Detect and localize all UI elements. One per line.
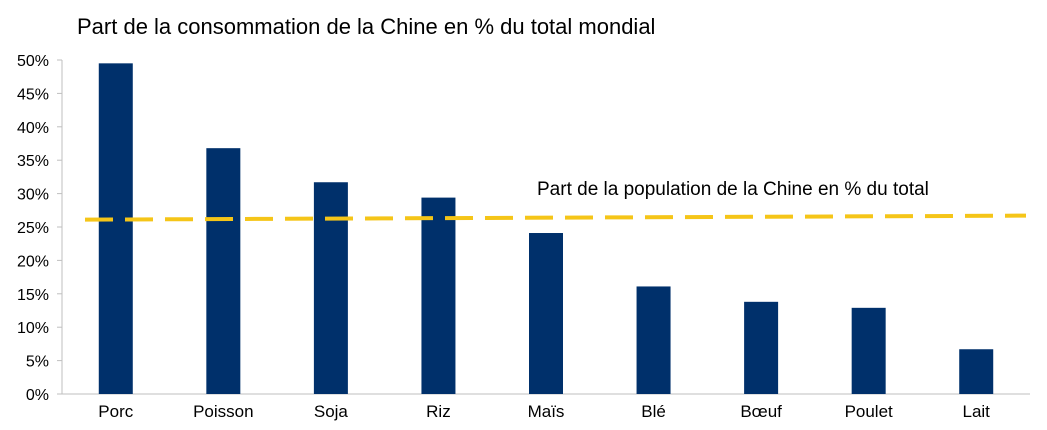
x-tick-label: Porc [98, 402, 133, 421]
y-tick-label: 20% [17, 253, 49, 270]
bar-porc [98, 63, 133, 395]
bar-riz [421, 197, 456, 394]
x-tick-label: Riz [426, 402, 451, 421]
x-tick-label: Poisson [193, 402, 253, 421]
chart-title: Part de la consommation de la Chine en %… [77, 14, 655, 39]
y-tick-label: 40% [17, 120, 49, 137]
x-tick-label: Bœuf [740, 402, 782, 421]
y-tick-label: 50% [17, 53, 49, 70]
reference-line-label: Part de la population de la Chine en % d… [537, 179, 929, 200]
x-tick-label: Blé [641, 402, 666, 421]
y-tick-label: 25% [17, 220, 49, 237]
y-tick-label: 15% [17, 287, 49, 304]
y-tick-label: 5% [26, 354, 49, 371]
x-tick-label: Poulet [845, 402, 893, 421]
bar-poulet [851, 307, 886, 394]
x-tick-label: Soja [314, 402, 349, 421]
x-axis: Porc Poisson Soja Riz Maïs Blé Bœuf Poulet Lait [62, 393, 1030, 421]
bar-lait [959, 349, 994, 394]
bar-poisson [206, 148, 241, 394]
y-tick-label: 35% [17, 153, 49, 170]
y-axis: 0% 5% 10% 15% 20% 25% 30% 35% 40% 45% 50% [17, 53, 63, 404]
x-tick-label: Lait [963, 402, 991, 421]
bar-series [98, 63, 994, 395]
population-share-line [84, 213, 1027, 222]
bar-blé [636, 286, 671, 394]
x-tick-label: Maïs [528, 402, 565, 421]
y-tick-label: 30% [17, 187, 49, 204]
y-tick-label: 45% [17, 86, 49, 103]
bar-soja [313, 182, 348, 394]
y-tick-label: 10% [17, 320, 49, 337]
bar-maïs [529, 233, 563, 394]
y-tick-label: 0% [26, 387, 49, 404]
population-share-line-group [84, 213, 1027, 222]
bar-bœuf [744, 301, 779, 394]
